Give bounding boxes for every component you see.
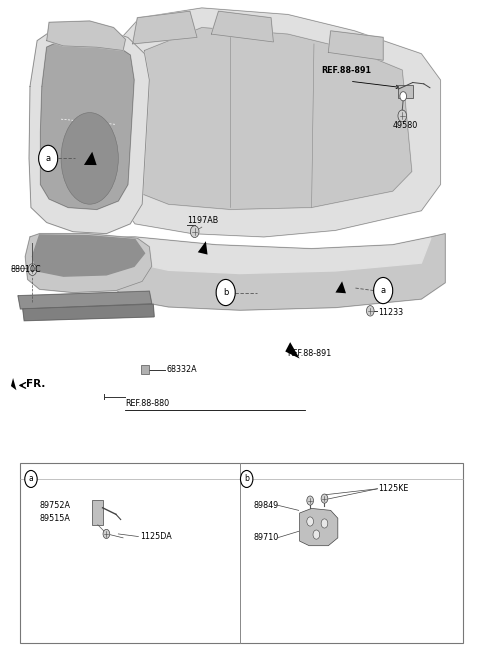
Circle shape [216, 279, 235, 306]
Text: b: b [244, 474, 249, 484]
Text: 68332A: 68332A [166, 365, 197, 374]
Circle shape [400, 92, 407, 101]
FancyBboxPatch shape [398, 85, 413, 98]
Polygon shape [40, 34, 134, 210]
Circle shape [321, 519, 328, 528]
Text: a: a [381, 286, 386, 295]
Polygon shape [135, 238, 431, 273]
Polygon shape [18, 291, 152, 309]
Circle shape [28, 263, 36, 275]
Text: 89849: 89849 [253, 501, 278, 510]
Text: 1125DA: 1125DA [140, 532, 171, 541]
Circle shape [398, 110, 407, 122]
Circle shape [38, 145, 58, 171]
Text: REF.88-891: REF.88-891 [288, 349, 332, 358]
Polygon shape [84, 152, 96, 165]
Polygon shape [11, 378, 16, 390]
Ellipse shape [61, 112, 118, 204]
Text: a: a [29, 474, 33, 484]
Text: 11233: 11233 [378, 307, 404, 317]
Polygon shape [300, 509, 338, 546]
Polygon shape [33, 235, 144, 276]
FancyBboxPatch shape [92, 500, 103, 525]
Circle shape [366, 306, 374, 316]
Polygon shape [285, 342, 300, 359]
Text: 89710: 89710 [253, 533, 278, 542]
Circle shape [373, 277, 393, 304]
Polygon shape [29, 24, 149, 234]
Polygon shape [23, 304, 154, 321]
Text: 89515A: 89515A [39, 514, 71, 523]
Circle shape [191, 226, 199, 238]
Circle shape [25, 470, 37, 487]
Circle shape [307, 496, 313, 505]
Polygon shape [116, 234, 445, 310]
Polygon shape [116, 8, 441, 237]
Polygon shape [25, 234, 152, 292]
Polygon shape [135, 28, 412, 210]
Text: 1197AB: 1197AB [188, 216, 219, 225]
Text: a: a [46, 154, 51, 163]
Text: 1125KE: 1125KE [378, 484, 409, 493]
Circle shape [321, 494, 328, 503]
Text: 89752A: 89752A [39, 501, 71, 510]
Text: 49580: 49580 [393, 121, 418, 130]
Circle shape [307, 517, 313, 526]
Polygon shape [336, 281, 346, 293]
Circle shape [313, 530, 320, 539]
Circle shape [240, 470, 253, 487]
FancyBboxPatch shape [141, 365, 149, 374]
Polygon shape [328, 31, 383, 60]
Polygon shape [211, 11, 274, 42]
Text: REF.88-880: REF.88-880 [125, 399, 169, 408]
Text: b: b [223, 288, 228, 297]
Circle shape [103, 530, 110, 539]
Text: 88010C: 88010C [11, 265, 42, 274]
Polygon shape [132, 11, 197, 44]
Text: REF.88-891: REF.88-891 [321, 66, 371, 75]
Bar [20, 463, 463, 643]
Text: FR.: FR. [26, 379, 46, 389]
Polygon shape [47, 21, 125, 51]
Polygon shape [198, 241, 207, 254]
